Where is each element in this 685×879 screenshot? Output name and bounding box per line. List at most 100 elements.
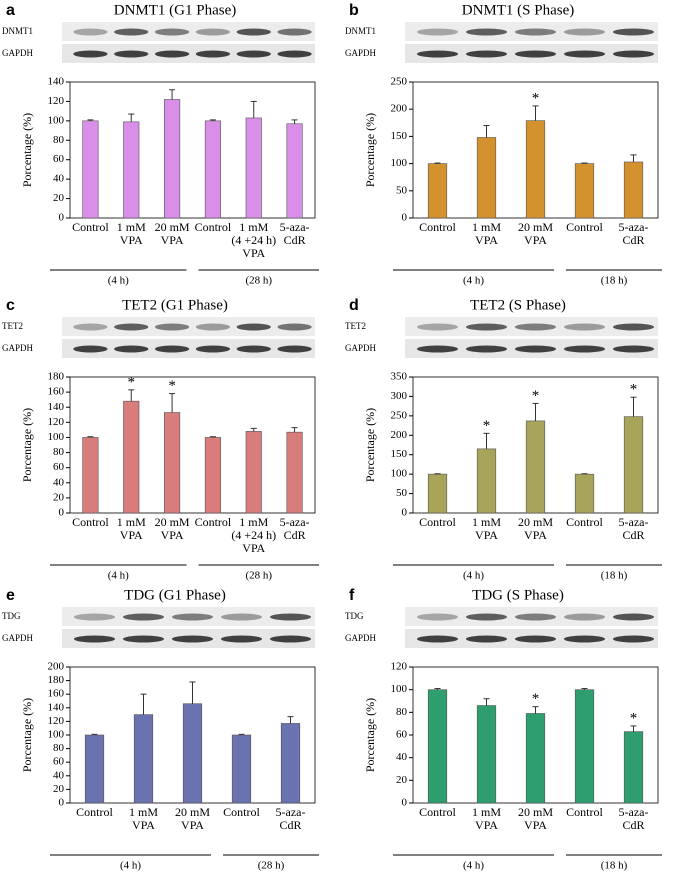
y-tick-label: 0 (402, 212, 408, 224)
bar (245, 117, 262, 219)
blot-band (514, 323, 557, 331)
x-tick-label: Control (76, 805, 113, 819)
x-tick-label: Control (566, 220, 603, 234)
blot-label: GAPDH (345, 633, 377, 643)
x-tick-label: 20 mM (518, 515, 553, 529)
blot-band (514, 345, 557, 353)
blot-band (563, 345, 606, 353)
blot-band (73, 635, 116, 643)
group-label: (4 h) (120, 860, 141, 872)
significance: * (532, 691, 540, 707)
x-tick-label: 20 mM (155, 515, 190, 529)
x-tick-label: CdR (279, 818, 301, 832)
bar (623, 416, 644, 514)
y-tick-label: 150 (391, 130, 408, 142)
y-tick-label: 100 (48, 114, 65, 126)
blot-band (277, 345, 312, 353)
blot-band (612, 613, 655, 621)
bar (574, 689, 595, 804)
blot-band (416, 50, 459, 58)
bar (245, 431, 262, 514)
y-tick-label: 200 (48, 661, 65, 673)
bar (84, 734, 105, 804)
y-axis-label: Porcentage (%) (20, 698, 34, 772)
y-tick-label: 20 (53, 491, 65, 503)
blot-band (122, 635, 165, 643)
blot-band (465, 635, 508, 643)
x-tick-label: 1 mM (129, 805, 158, 819)
panel: a DNMT1 (G1 Phase) DNMT1 GAPDH 0 20 40 60 80 100 1… (2, 2, 319, 287)
significance: * (168, 378, 176, 394)
y-tick-label: 160 (48, 386, 65, 398)
bar (525, 713, 546, 804)
bar (204, 120, 221, 219)
blot-band (220, 613, 263, 621)
significance: * (630, 382, 638, 398)
bar (204, 437, 221, 514)
blot-band (563, 323, 606, 331)
y-tick-label: 120 (48, 715, 65, 727)
blot-band (236, 345, 271, 353)
x-tick-label: 5-aza- (619, 515, 649, 529)
x-tick-label: 5-aza- (619, 805, 649, 819)
blot-band (73, 28, 108, 36)
bar (476, 448, 497, 514)
x-tick-label: VPA (120, 233, 143, 247)
significance: * (532, 388, 540, 404)
blot-band (195, 50, 231, 58)
bar (476, 705, 497, 804)
blot-band (416, 613, 459, 621)
group-label: (28 h) (258, 860, 285, 872)
blot-band (114, 28, 149, 36)
y-tick-label: 160 (48, 688, 65, 700)
y-tick-label: 100 (391, 157, 408, 169)
y-tick-label: 40 (53, 173, 65, 185)
x-tick-label: VPA (475, 233, 498, 247)
x-tick-label: 1 mM (472, 220, 501, 234)
blot-band (612, 50, 655, 58)
x-tick-label: VPA (132, 818, 155, 832)
bar (427, 473, 448, 514)
y-tick-label: 80 (53, 446, 65, 458)
y-tick-label: 100 (48, 431, 65, 443)
x-tick-label: 5-aza- (280, 220, 310, 234)
bar (286, 123, 303, 219)
blot-band (416, 345, 459, 353)
panel-letter: f (349, 587, 355, 604)
blot-band (416, 635, 459, 643)
blot-band (514, 635, 557, 643)
y-tick-label: 0 (59, 797, 65, 809)
blot-band (563, 635, 606, 643)
bar (623, 161, 644, 219)
blot-label: GAPDH (345, 343, 377, 353)
y-tick-label: 0 (59, 212, 65, 224)
blot-band (220, 635, 263, 643)
significance: * (532, 90, 540, 106)
blot-band (171, 635, 214, 643)
blot-band (73, 345, 108, 353)
blot-label: GAPDH (2, 48, 34, 58)
x-tick-label: CdR (622, 528, 644, 542)
y-tick-label: 300 (391, 390, 408, 402)
x-tick-label: Control (72, 515, 109, 529)
bar (525, 420, 546, 514)
bar (123, 121, 140, 219)
x-tick-label: 20 mM (518, 220, 553, 234)
blot-band (277, 28, 312, 36)
bar (164, 412, 181, 514)
blot-band (269, 635, 312, 643)
x-tick-label: Control (223, 805, 260, 819)
group-label: (4 h) (463, 275, 484, 287)
y-tick-label: 140 (48, 401, 65, 413)
x-tick-label: VPA (524, 233, 547, 247)
blot-band (154, 345, 190, 353)
blot-band (563, 613, 606, 621)
x-tick-label: Control (419, 220, 456, 234)
x-tick-label: Control (419, 515, 456, 529)
y-tick-label: 100 (391, 683, 408, 695)
y-tick-label: 20 (53, 783, 65, 795)
x-tick-label: Control (566, 515, 603, 529)
blot-band (563, 50, 606, 58)
bar (574, 473, 595, 514)
